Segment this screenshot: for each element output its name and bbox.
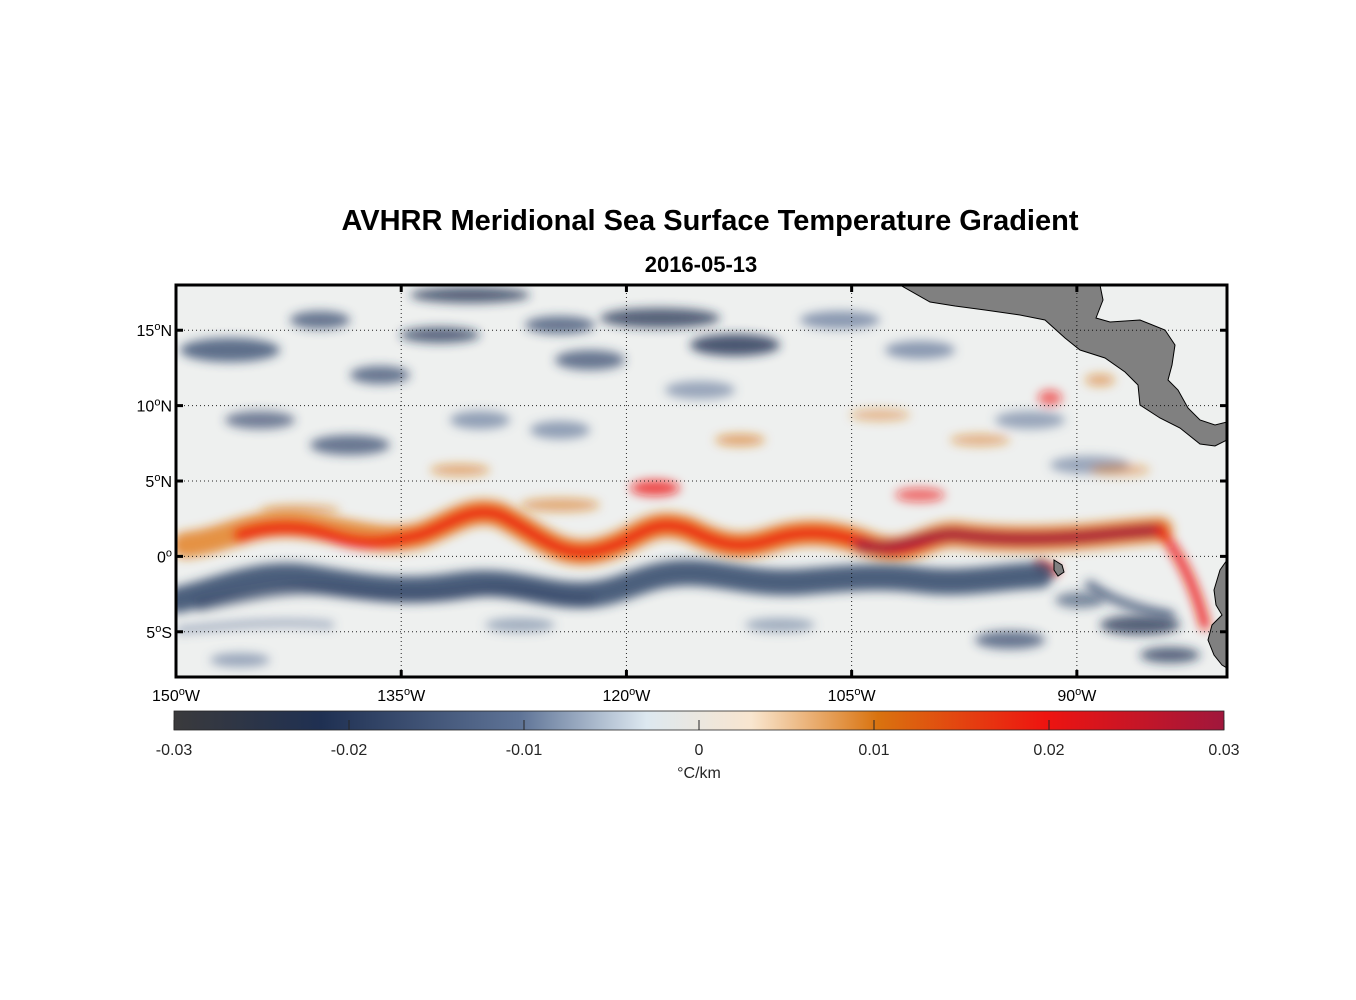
cool-anomaly [690,334,780,356]
cool-anomaly [555,350,625,370]
longitude-label: 90oW [1057,686,1097,705]
warm-anomaly [430,464,490,476]
cool-anomaly [225,411,295,429]
cool-anomaly [485,618,555,632]
cool-anomaly [400,327,480,343]
cool-anomaly [180,338,280,362]
warm-anomaly [850,409,910,421]
chart-title: AVHRR Meridional Sea Surface Temperature… [341,205,1079,237]
cool-anomaly [885,341,955,359]
cool-anomaly [745,618,815,632]
warm-anomaly [715,434,765,446]
cool-anomaly [310,435,390,455]
warm-anomaly [1085,374,1115,386]
galapagos-islands [1053,559,1065,577]
warm-anomaly [520,498,600,512]
cool-anomaly [350,366,410,384]
cool-anomaly [600,308,720,328]
colorbar-tick-label: -0.01 [506,742,543,759]
colorbar-tick-label: 0.02 [1033,742,1064,759]
cool-anomaly [450,411,510,429]
map-ticks [176,285,1227,677]
colorbar-ticks: -0.03 -0.02 -0.01 0 0.01 0.02 0.03 [156,720,1240,759]
colorbar-tick-label: -0.02 [331,742,368,759]
latitude-label: 5oN [145,472,172,491]
longitude-labels: 150oW 135oW 120oW 105oW 90oW [152,686,1097,705]
warm-anomaly [1090,464,1150,476]
warm-anomaly [1038,390,1062,406]
latitude-label: 0o [157,547,172,566]
colorbar-unit-label: °C/km [677,765,721,782]
longitude-label: 135oW [377,686,426,705]
cool-anomaly [995,411,1065,429]
equatorial-cool-band [176,559,1175,634]
cool-anomaly [1100,615,1180,635]
cool-anomaly [530,421,590,439]
latitude-label: 15oN [137,321,172,340]
gradient-field [176,285,1227,669]
central-america-land [898,285,1227,447]
warm-anomaly [950,434,1010,446]
cool-anomaly [665,381,735,399]
longitude-label: 105oW [828,686,877,705]
warm-anomaly [895,488,945,502]
colorbar-tick-label: 0 [695,742,704,759]
cool-anomaly [210,653,270,667]
longitude-label: 120oW [602,686,651,705]
cool-anomaly [1140,647,1200,663]
cool-anomaly [525,316,595,334]
latitude-label: 5oS [146,623,172,642]
cool-anomaly [410,287,530,303]
latitude-label: 10oN [137,397,172,416]
graticule [176,285,1227,677]
colorbar-tick-label: 0.01 [858,742,889,759]
warm-anomaly [630,480,680,496]
colorbar-tick-label: 0.03 [1208,742,1239,759]
cool-anomaly [975,631,1045,649]
equatorial-warm-front [176,499,1210,630]
longitude-label: 150oW [152,686,201,705]
cool-anomaly [290,311,350,329]
latitude-labels: 15oN 10oN 5oN 0o 5oS [137,321,172,642]
colorbar-tick-label: -0.03 [156,742,193,759]
cool-anomaly [800,311,880,329]
south-america-land [1207,559,1227,669]
chart-subtitle: 2016-05-13 [644,252,758,277]
cool-anomaly [1055,592,1105,608]
